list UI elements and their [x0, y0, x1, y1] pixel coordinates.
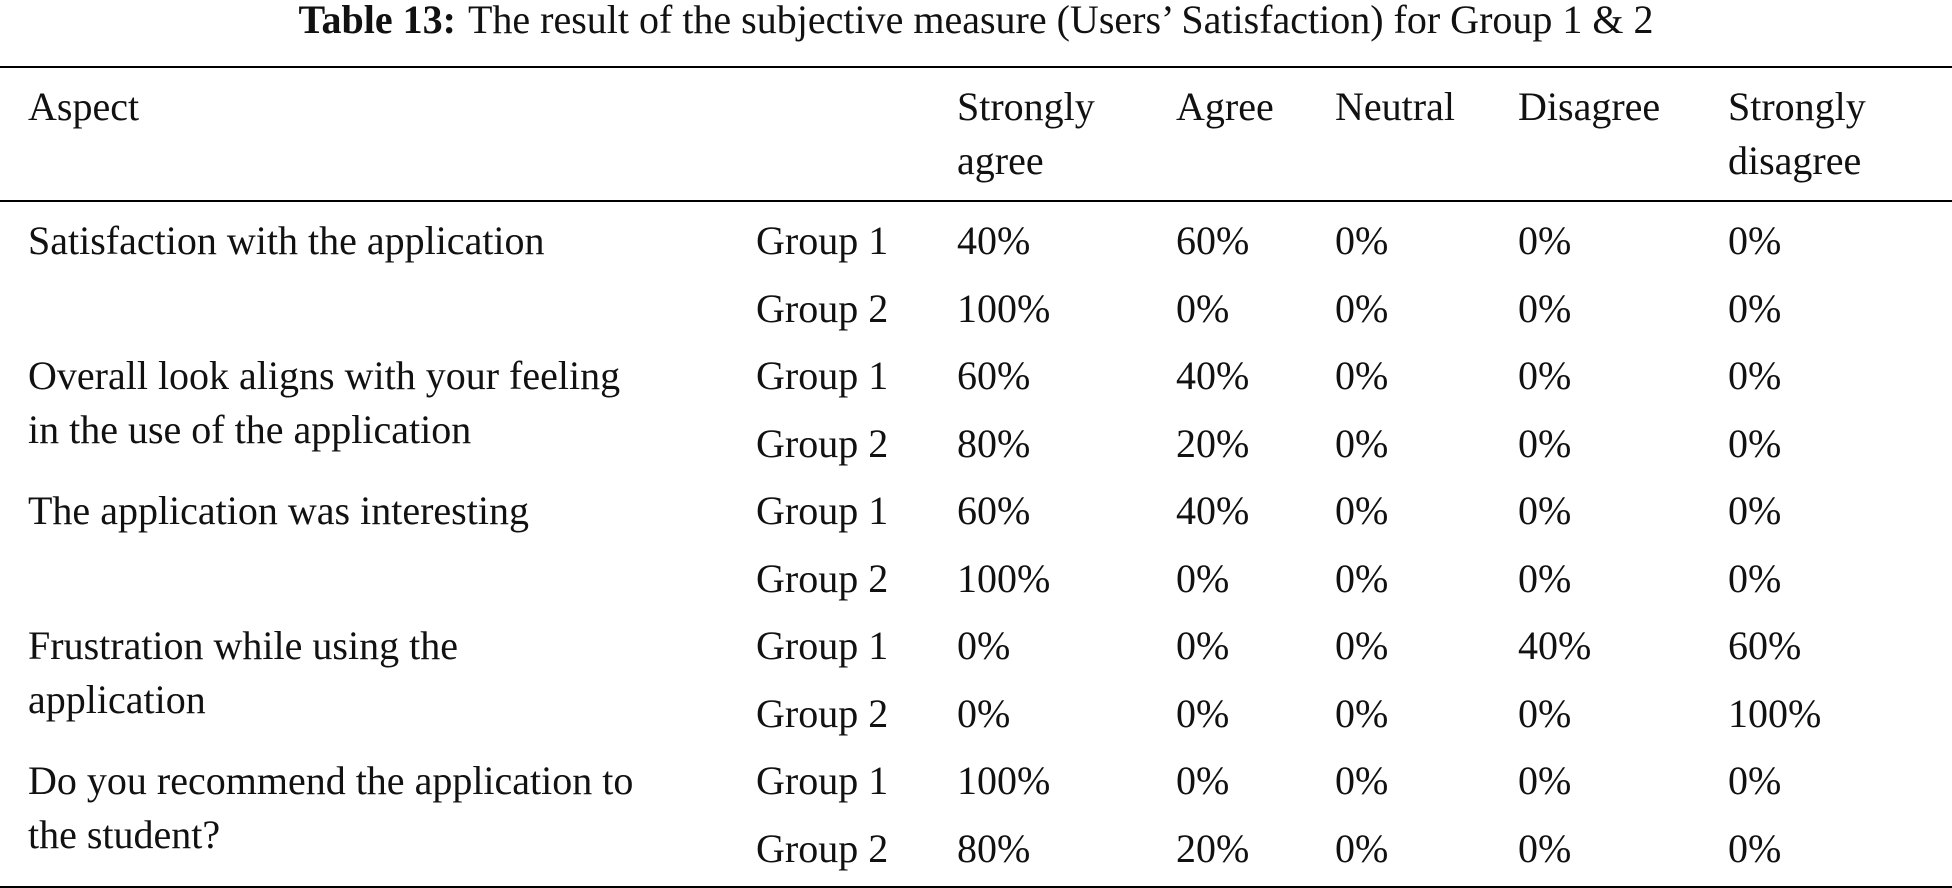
header-aspect-text: Aspect [28, 84, 140, 129]
aspect-label: the student? [28, 812, 221, 857]
disagree-cell: 0% [1518, 691, 1572, 736]
disagree-cell: 0% [1518, 556, 1572, 601]
strongly-agree-cell: 100% [957, 758, 1051, 803]
neutral-cell: 0% [1335, 691, 1389, 736]
header-neutral-text: Neutral [1335, 84, 1455, 129]
table-caption-text: The result of the subjective measure (Us… [467, 0, 1654, 42]
header-strongly-agree-line2: agree [957, 138, 1044, 183]
header-strongly-agree-line1: Strongly [957, 84, 1095, 129]
strongly-disagree-cell: 100% [1728, 691, 1822, 736]
neutral-cell: 0% [1335, 758, 1389, 803]
strongly-disagree-cell: 0% [1728, 758, 1782, 803]
disagree-cell: 40% [1518, 623, 1592, 668]
strongly-disagree-cell: 0% [1728, 421, 1782, 466]
neutral-cell: 0% [1335, 488, 1389, 533]
header-strongly-disagree: Strongly disagree [1728, 80, 1866, 188]
header-disagree: Disagree [1518, 80, 1660, 134]
header-strongly-agree: Strongly agree [957, 80, 1095, 188]
disagree-cell: 0% [1518, 488, 1572, 533]
disagree-cell: 0% [1518, 353, 1572, 398]
neutral-cell: 0% [1335, 286, 1389, 331]
aspect-label: Overall look aligns with your feeling [28, 353, 621, 398]
strongly-disagree-cell: 0% [1728, 556, 1782, 601]
strongly-agree-cell: 60% [957, 488, 1031, 533]
aspect-label: in the use of the application [28, 407, 472, 452]
agree-cell: 20% [1176, 421, 1250, 466]
strongly-agree-cell: 60% [957, 353, 1031, 398]
group-label: Group 2 [756, 826, 889, 871]
neutral-cell: 0% [1335, 218, 1389, 263]
disagree-cell: 0% [1518, 826, 1572, 871]
agree-cell: 20% [1176, 826, 1250, 871]
header-neutral: Neutral [1335, 80, 1455, 134]
neutral-cell: 0% [1335, 556, 1389, 601]
aspect-label: Do you recommend the application to [28, 758, 634, 803]
neutral-cell: 0% [1335, 826, 1389, 871]
strongly-disagree-cell: 0% [1728, 353, 1782, 398]
aspect-label: Frustration while using the [28, 623, 458, 668]
agree-cell: 60% [1176, 218, 1250, 263]
agree-cell: 0% [1176, 623, 1230, 668]
agree-cell: 0% [1176, 758, 1230, 803]
strongly-agree-cell: 80% [957, 421, 1031, 466]
group-label: Group 1 [756, 623, 889, 668]
top-rule [0, 66, 1952, 68]
agree-cell: 0% [1176, 556, 1230, 601]
agree-cell: 0% [1176, 691, 1230, 736]
strongly-agree-cell: 100% [957, 286, 1051, 331]
aspect-label: The application was interesting [28, 488, 529, 533]
group-label: Group 2 [756, 556, 889, 601]
neutral-cell: 0% [1335, 421, 1389, 466]
disagree-cell: 0% [1518, 421, 1572, 466]
agree-cell: 40% [1176, 353, 1250, 398]
group-label: Group 2 [756, 691, 889, 736]
group-label: Group 1 [756, 218, 889, 263]
agree-cell: 0% [1176, 286, 1230, 331]
header-strongly-disagree-line2: disagree [1728, 138, 1862, 183]
group-label: Group 1 [756, 758, 889, 803]
strongly-agree-cell: 100% [957, 556, 1051, 601]
table-caption: Table 13: The result of the subjective me… [0, 0, 1952, 40]
header-agree: Agree [1176, 80, 1274, 134]
strongly-disagree-cell: 0% [1728, 826, 1782, 871]
header-rule [0, 200, 1952, 202]
table-caption-label: Table 13: [298, 0, 456, 42]
header-aspect: Aspect [28, 80, 139, 134]
group-label: Group 2 [756, 286, 889, 331]
header-agree-text: Agree [1176, 84, 1274, 129]
aspect-label: Satisfaction with the application [28, 218, 545, 263]
disagree-cell: 0% [1518, 286, 1572, 331]
header-strongly-disagree-line1: Strongly [1728, 84, 1866, 129]
strongly-agree-cell: 40% [957, 218, 1031, 263]
strongly-agree-cell: 80% [957, 826, 1031, 871]
agree-cell: 40% [1176, 488, 1250, 533]
disagree-cell: 0% [1518, 218, 1572, 263]
neutral-cell: 0% [1335, 623, 1389, 668]
neutral-cell: 0% [1335, 353, 1389, 398]
group-label: Group 2 [756, 421, 889, 466]
strongly-disagree-cell: 0% [1728, 286, 1782, 331]
strongly-disagree-cell: 0% [1728, 488, 1782, 533]
bottom-rule [0, 886, 1952, 888]
aspect-label: application [28, 677, 206, 722]
header-disagree-text: Disagree [1518, 84, 1661, 129]
group-label: Group 1 [756, 353, 889, 398]
strongly-disagree-cell: 0% [1728, 218, 1782, 263]
group-label: Group 1 [756, 488, 889, 533]
strongly-agree-cell: 0% [957, 623, 1011, 668]
strongly-disagree-cell: 60% [1728, 623, 1802, 668]
strongly-agree-cell: 0% [957, 691, 1011, 736]
disagree-cell: 0% [1518, 758, 1572, 803]
